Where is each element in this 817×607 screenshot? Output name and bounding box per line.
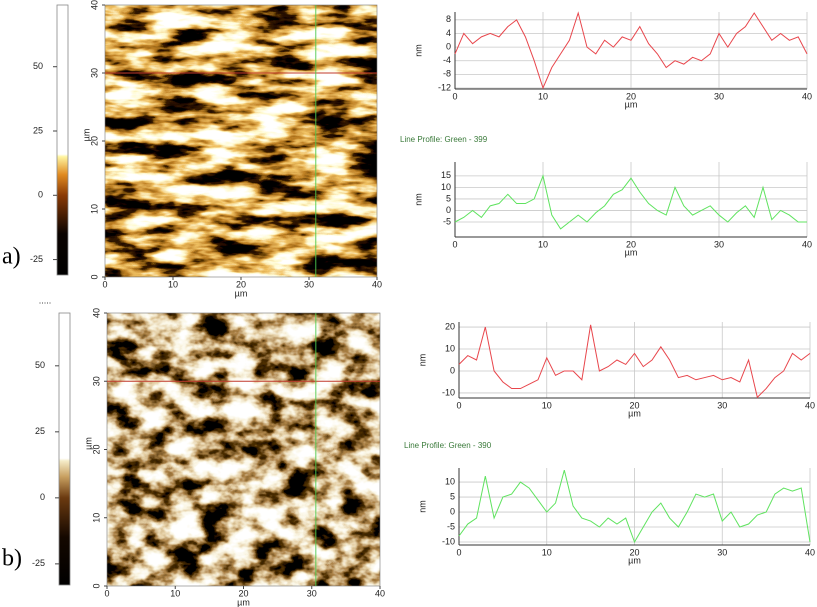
y-tick-label: 30 [89, 68, 99, 78]
chart-title: Line Profile: Green - 390 [404, 441, 492, 450]
y-tick-label: 20 [91, 444, 101, 454]
y-axis-label: nm [413, 44, 423, 57]
profile-line [454, 174, 807, 230]
x-tick-label: 30 [304, 279, 314, 289]
x-tick-label: 0 [452, 239, 457, 249]
colorbar-tick-label: -25 [32, 558, 45, 568]
x-tick-label: 40 [372, 279, 382, 289]
y-tick-label: 0 [450, 365, 455, 375]
y-tick-label: 8 [446, 14, 451, 24]
x-tick-label: 30 [717, 547, 727, 557]
x-tick-label: 20 [629, 547, 639, 557]
y-tick-label: 5 [450, 491, 455, 501]
x-tick-label: 40 [805, 400, 815, 410]
x-tick-label: 0 [456, 547, 461, 557]
x-tick-label: 10 [542, 400, 552, 410]
y-tick-label: 10 [445, 343, 455, 353]
y-tick-label: 20 [445, 321, 455, 331]
profile-line [454, 11, 808, 90]
y-tick-label: -10 [442, 536, 455, 546]
y-tick-label: 10 [445, 476, 455, 486]
y-tick-label: 40 [91, 308, 101, 318]
colorbar [58, 312, 71, 586]
x-tick-label: 0 [456, 400, 461, 410]
colorbar-tick-label: 0 [38, 190, 43, 200]
y-axis-label: µm [81, 129, 91, 142]
x-axis-label: µm [625, 99, 638, 109]
x-tick-label: 30 [714, 239, 724, 249]
y-axis-label: nm [417, 354, 427, 367]
x-axis-label: µm [235, 288, 248, 298]
x-tick-label: 0 [104, 588, 109, 598]
x-tick-label: 30 [307, 588, 317, 598]
colorbar-title: ..... [39, 295, 52, 305]
y-tick-label: 10 [89, 204, 99, 214]
y-tick-label: -12 [438, 82, 451, 92]
y-tick-label: -5 [447, 521, 455, 531]
y-tick-label: 20 [89, 136, 99, 146]
x-tick-label: 10 [170, 588, 180, 598]
colorbar-tick-label: 50 [33, 61, 43, 71]
y-tick-label: 40 [89, 0, 99, 10]
x-tick-label: 20 [626, 91, 636, 101]
x-tick-label: 40 [802, 91, 812, 101]
x-tick-label: 30 [714, 91, 724, 101]
colorbar-tick-label: 0 [40, 492, 45, 502]
chart-title: Line Profile: Green - 399 [400, 135, 488, 144]
x-tick-label: 10 [168, 279, 178, 289]
panel-label: b) [2, 546, 22, 572]
y-tick-label: 0 [91, 583, 101, 588]
y-tick-label: -4 [443, 55, 451, 65]
x-tick-label: 10 [538, 91, 548, 101]
panel-label: a) [2, 244, 21, 270]
y-tick-label: 5 [446, 193, 451, 203]
x-tick-label: 30 [717, 400, 727, 410]
x-tick-label: 40 [375, 588, 385, 598]
x-axis-label: µm [625, 247, 638, 257]
y-tick-label: -8 [443, 69, 451, 79]
x-axis-label: µm [628, 555, 641, 565]
x-tick-label: 10 [542, 547, 552, 557]
x-axis-label: µm [237, 597, 250, 607]
y-tick-label: -5 [443, 216, 451, 226]
y-tick-label: 0 [89, 274, 99, 279]
x-tick-label: 20 [629, 400, 639, 410]
x-tick-label: 40 [805, 547, 815, 557]
x-tick-label: 0 [102, 279, 107, 289]
y-axis-label: µm [83, 437, 93, 450]
y-axis-label: nm [413, 193, 423, 206]
y-tick-label: 10 [441, 182, 451, 192]
y-tick-label: 15 [441, 170, 451, 180]
x-tick-label: 40 [802, 239, 812, 249]
x-axis-label: µm [628, 408, 641, 418]
colorbar-tick-label: 25 [33, 125, 43, 135]
profile-line [458, 324, 811, 399]
y-tick-label: 0 [446, 205, 451, 215]
x-tick-label: 0 [452, 91, 457, 101]
profile-line [458, 469, 811, 544]
colorbar-tick-label: 50 [35, 360, 45, 370]
y-tick-label: 0 [446, 41, 451, 51]
y-axis-label: nm [417, 500, 427, 513]
colorbar-tick-label: 25 [35, 426, 45, 436]
y-tick-label: 30 [91, 376, 101, 386]
afm-image [105, 5, 377, 277]
y-tick-label: 10 [91, 513, 101, 523]
y-tick-label: 4 [446, 28, 451, 38]
x-tick-label: 20 [236, 279, 246, 289]
y-tick-label: 0 [450, 506, 455, 516]
x-tick-label: 10 [538, 239, 548, 249]
afm-image [107, 313, 380, 586]
x-tick-label: 20 [238, 588, 248, 598]
x-tick-label: 20 [626, 239, 636, 249]
colorbar [56, 4, 69, 276]
colorbar-tick-label: -25 [30, 254, 43, 264]
y-tick-label: -10 [442, 387, 455, 397]
